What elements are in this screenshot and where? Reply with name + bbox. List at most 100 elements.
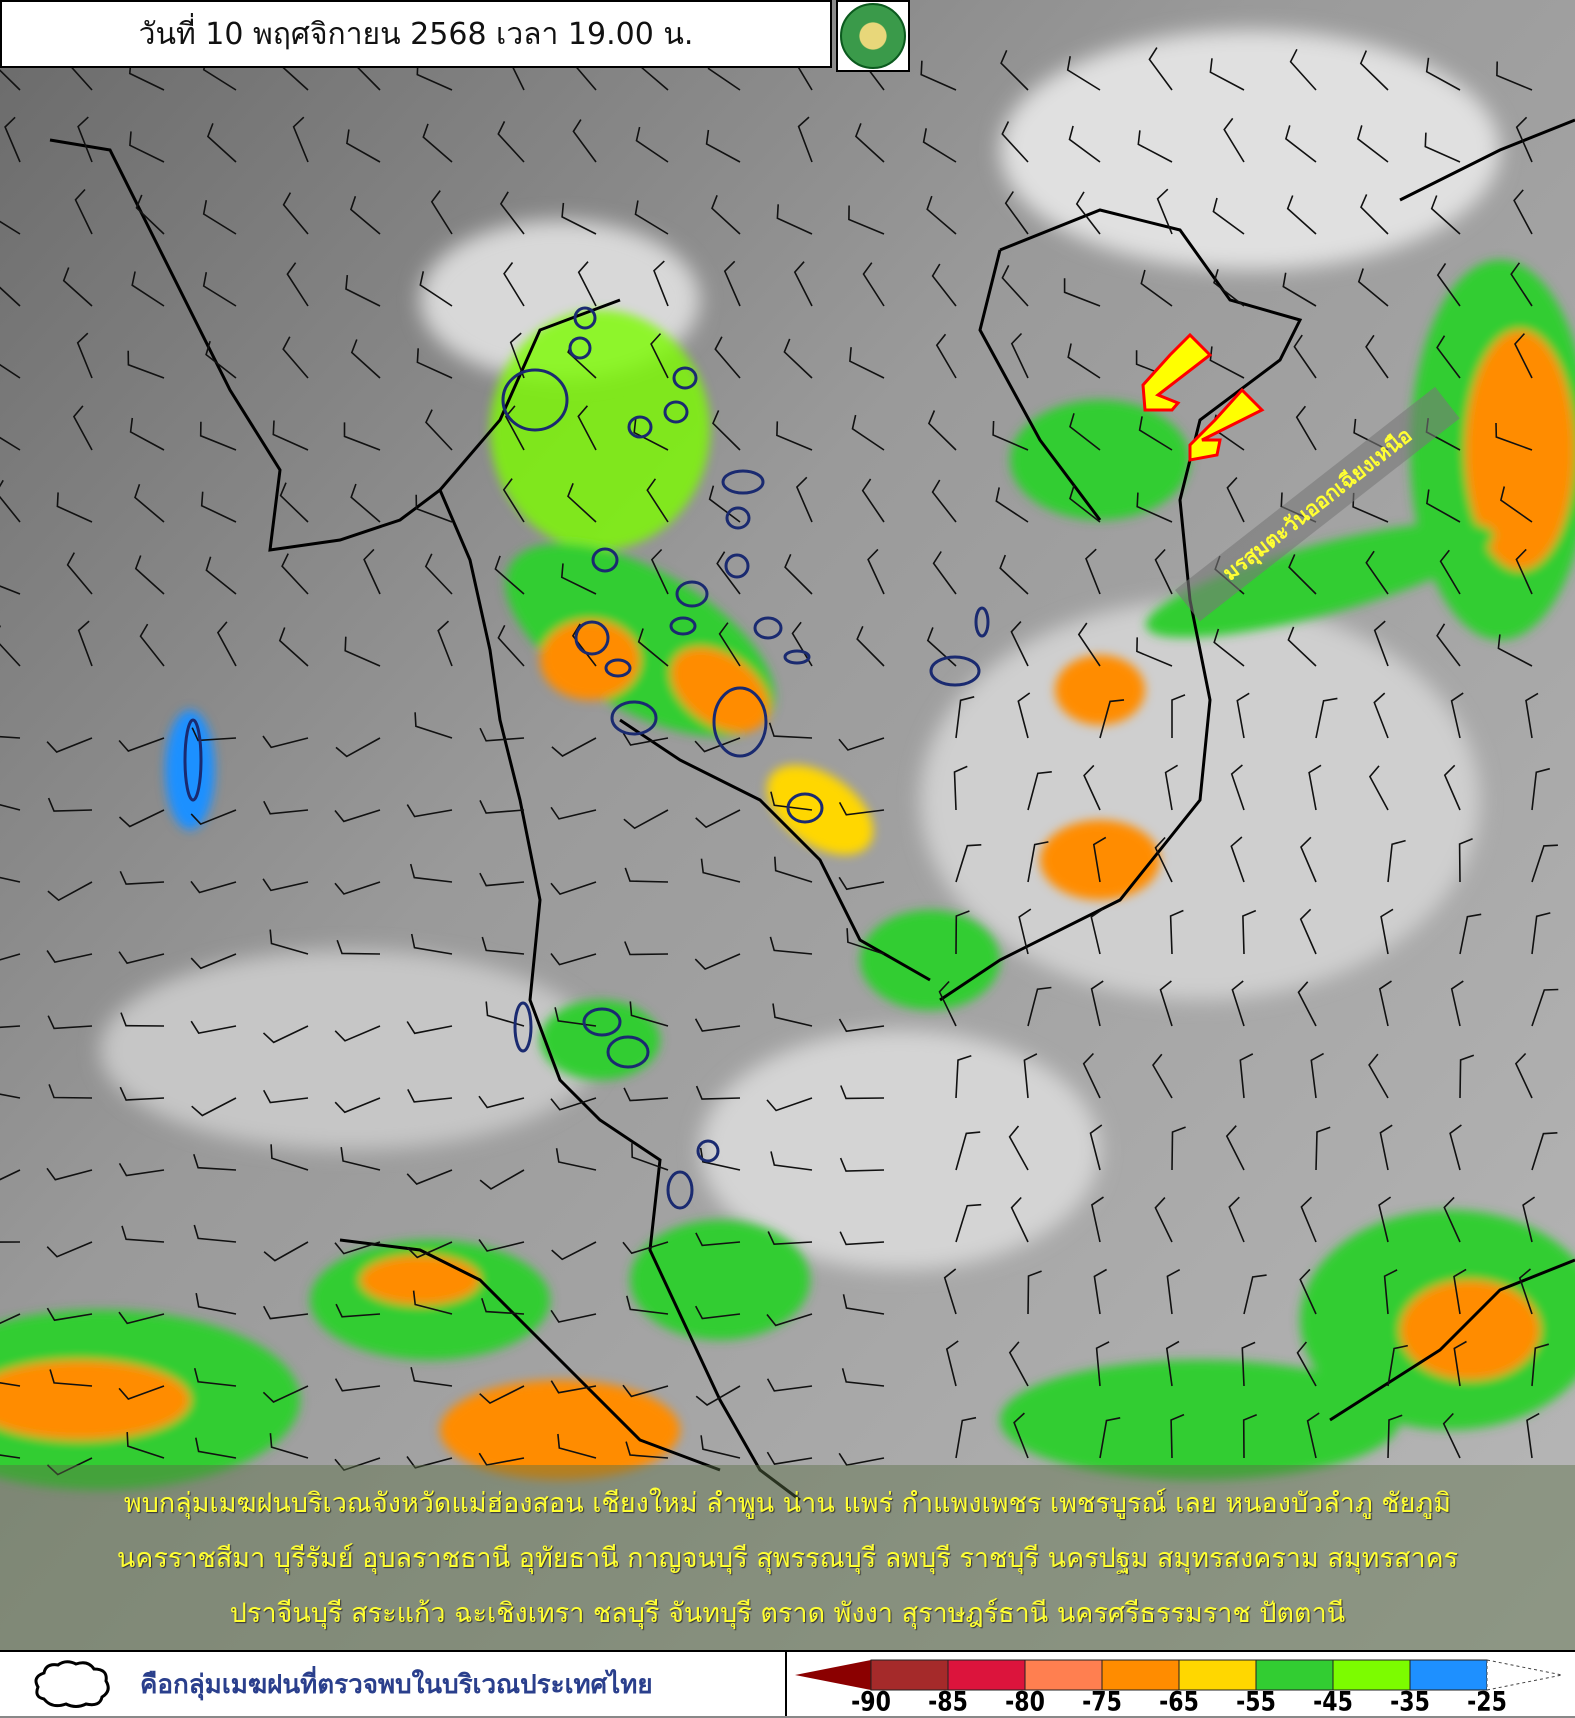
wind-barb	[625, 1441, 669, 1459]
wind-barb	[1360, 194, 1389, 235]
wind-barb	[992, 420, 1029, 451]
wind-barb	[118, 1385, 165, 1400]
wind-barb	[0, 585, 21, 595]
wind-barb	[718, 622, 741, 667]
wind-barb	[74, 188, 93, 235]
wind-barb	[1067, 343, 1101, 379]
wind-barb	[767, 1231, 813, 1246]
wind-barb	[626, 1295, 669, 1315]
scale-swatch	[1409, 1659, 1488, 1691]
wind-barb	[1137, 130, 1173, 163]
wind-barb	[1223, 117, 1245, 163]
wind-barb	[0, 1025, 21, 1029]
wind-barb	[134, 483, 165, 523]
wind-barb	[848, 205, 885, 235]
wind-barb	[77, 116, 93, 163]
wind-barb	[479, 872, 525, 887]
wind-barb	[1439, 549, 1461, 595]
wind-barb	[1017, 692, 1031, 739]
wind-barb	[1424, 132, 1461, 163]
wind-barb	[509, 332, 525, 379]
wind-barb	[47, 797, 93, 812]
wind-barb	[1293, 334, 1317, 379]
wind-barb	[783, 338, 813, 379]
wind-barb	[262, 1385, 309, 1403]
scale-tick-label: -75	[1082, 1687, 1122, 1718]
wind-barb	[1443, 1196, 1461, 1243]
wind-barb	[1171, 694, 1186, 738]
wind-barb	[430, 190, 453, 235]
scale-tick-label: -35	[1390, 1687, 1430, 1718]
wind-barb	[791, 621, 813, 667]
wind-barb	[1008, 1125, 1029, 1171]
wind-barb	[1443, 764, 1461, 811]
wind-barb	[955, 1203, 982, 1243]
title-text: วันที่ 10 พฤศจิกายน 2568 เวลา 19.00 น.	[138, 16, 694, 52]
wind-barb	[424, 553, 453, 595]
scale-tick-label: -90	[851, 1687, 891, 1718]
wind-barb	[714, 336, 741, 379]
wind-barb	[485, 1001, 525, 1027]
wind-barb	[503, 262, 525, 307]
wind-barb	[1001, 121, 1029, 163]
wind-barb	[1010, 621, 1029, 667]
wind-barb	[1315, 1126, 1331, 1171]
wind-barb	[653, 260, 669, 307]
wind-barb	[1531, 844, 1558, 883]
wind-barb	[1066, 56, 1101, 91]
wind-barb	[1510, 262, 1533, 307]
wind-barb	[943, 1268, 957, 1315]
wind-barb	[499, 191, 525, 235]
wind-barb	[216, 621, 237, 667]
wind-barb	[414, 712, 453, 739]
wind-barb	[292, 116, 309, 163]
scale-swatch	[795, 1660, 871, 1690]
wind-barb	[694, 953, 741, 971]
wind-barb	[479, 1385, 525, 1405]
wind-barb	[344, 636, 381, 667]
wind-barb	[768, 722, 813, 739]
wind-barb	[49, 1369, 93, 1387]
wind-barb	[1436, 623, 1461, 667]
wind-barb	[1425, 57, 1461, 91]
wind-barb	[622, 1384, 669, 1398]
wind-barb	[861, 478, 885, 523]
scale-swatch	[1486, 1659, 1563, 1691]
wind-barb	[851, 414, 885, 451]
wind-barb	[409, 863, 453, 883]
wind-barb	[191, 727, 237, 742]
wind-barb	[854, 123, 885, 163]
wind-barb	[334, 1378, 381, 1392]
wind-barb	[262, 1025, 309, 1044]
wind-barb	[4, 116, 21, 163]
wind-barb	[334, 1025, 381, 1042]
wind-barb	[481, 1298, 525, 1315]
wind-barb	[1212, 197, 1245, 235]
wind-barb	[1315, 697, 1338, 739]
wind-barb	[1436, 335, 1461, 379]
wind-barb	[1368, 1053, 1389, 1099]
wind-barb	[262, 878, 309, 892]
wind-barb	[1426, 489, 1461, 523]
wind-barb	[1387, 1414, 1403, 1459]
wind-barb	[1136, 492, 1173, 523]
wind-barb	[550, 953, 597, 966]
wind-barb	[1531, 988, 1559, 1027]
wind-barb	[1387, 1344, 1408, 1387]
wind-barb	[841, 1368, 885, 1387]
wind-barb	[1004, 191, 1029, 235]
wind-barb	[1213, 628, 1245, 667]
wind-barb	[772, 1003, 813, 1027]
wind-barb	[282, 336, 309, 379]
wind-barb	[695, 1085, 741, 1100]
wind-barbs	[0, 45, 1559, 1476]
wind-barb	[577, 261, 597, 307]
wind-barb	[1008, 1341, 1029, 1387]
scale-tick-label: -25	[1467, 1687, 1507, 1718]
wind-barb	[797, 116, 813, 163]
wind-barb	[1430, 195, 1461, 235]
wind-barb	[560, 563, 597, 595]
wind-barb	[345, 275, 381, 307]
wind-barb	[1368, 765, 1389, 811]
